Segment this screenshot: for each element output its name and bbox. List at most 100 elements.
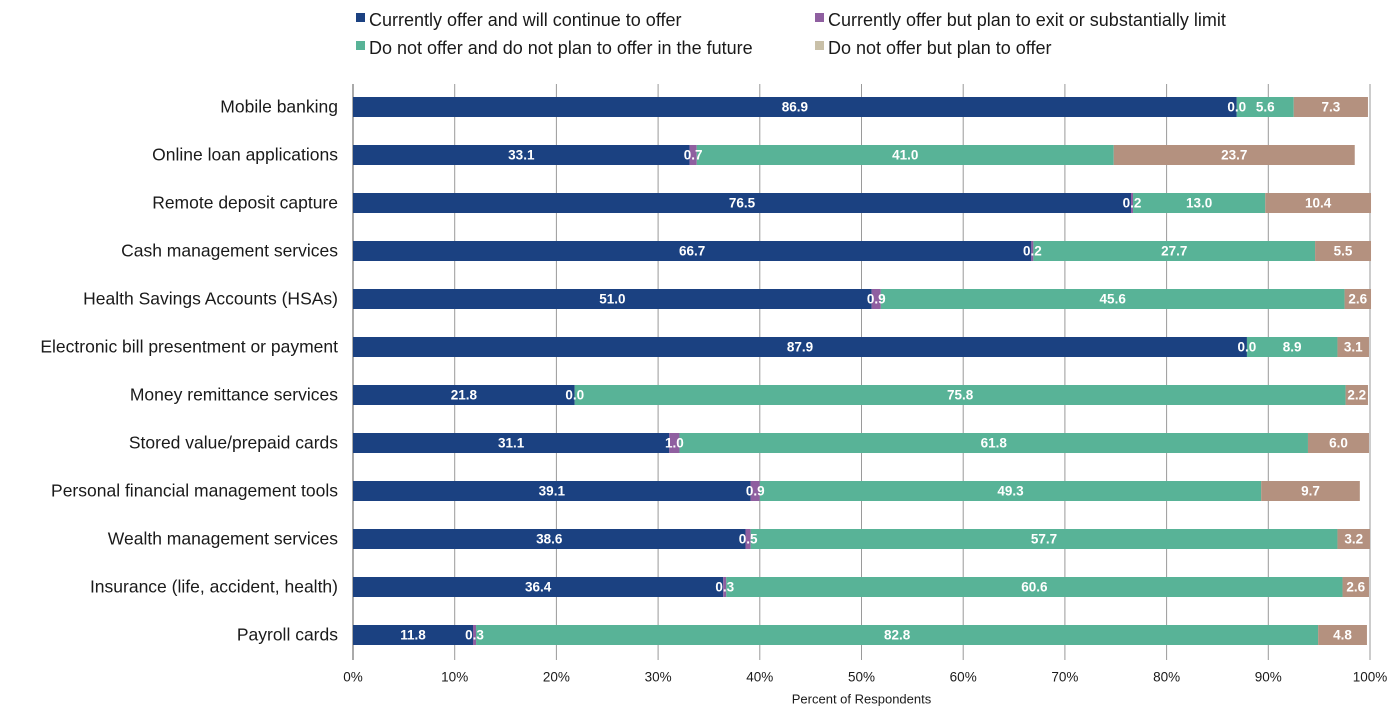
data-label: 0.0 — [1238, 340, 1257, 355]
bar-segment — [696, 145, 1114, 165]
bar-segment — [750, 481, 760, 501]
bar-segment — [880, 289, 1345, 309]
bar-segment — [1337, 337, 1369, 357]
data-label: 0.9 — [867, 292, 886, 307]
bar-segment — [1265, 193, 1372, 213]
data-label: 36.4 — [525, 580, 552, 595]
legend-swatch — [356, 13, 365, 22]
bar-segment — [1033, 241, 1316, 261]
x-tick-label: 20% — [543, 670, 570, 685]
x-tick-label: 0% — [343, 670, 363, 685]
data-label: 87.9 — [787, 340, 813, 355]
data-label: 82.8 — [884, 628, 911, 643]
data-label: 0.2 — [1123, 196, 1142, 211]
category-labels: Mobile banking Online loan applications Re… — [40, 97, 338, 645]
data-label: 66.7 — [679, 244, 705, 259]
x-tick-label: 80% — [1153, 670, 1180, 685]
data-label: 7.3 — [1321, 100, 1340, 115]
bar-segment — [1345, 385, 1368, 405]
category-label: Personal financial management tools — [51, 481, 338, 501]
data-label: 0.7 — [684, 148, 703, 163]
bar-row: 36.4 0.3 60.6 2.6 — [353, 577, 1369, 597]
data-label: 41.0 — [892, 148, 918, 163]
x-tick-label: 50% — [848, 670, 875, 685]
x-tick-label: 30% — [645, 670, 672, 685]
bar-row: 86.9 0.0 5.6 7.3 — [353, 97, 1368, 117]
data-label: 76.5 — [729, 196, 756, 211]
bar-row: 38.6 0.5 57.7 3.2 — [353, 529, 1370, 549]
bar-segment — [1113, 145, 1355, 165]
data-label: 49.3 — [997, 484, 1024, 499]
bar-segment — [353, 385, 575, 405]
data-label: 21.8 — [451, 388, 478, 403]
data-label: 0.2 — [1023, 244, 1042, 259]
bar-segment — [574, 385, 1346, 405]
x-tick-label: 40% — [746, 670, 773, 685]
bar-segment — [1293, 97, 1368, 117]
category-label: Payroll cards — [237, 625, 338, 645]
category-label: Electronic bill presentment or payment — [40, 337, 338, 357]
bar-segment — [745, 529, 751, 549]
bar-segment — [1131, 193, 1134, 213]
category-label: Insurance (life, accident, health) — [90, 577, 338, 597]
data-label: 0.3 — [465, 628, 484, 643]
bar-row: 87.9 0.0 8.9 3.1 — [353, 337, 1369, 357]
data-label: 11.8 — [400, 628, 426, 643]
bar-segment — [353, 97, 1237, 117]
x-axis-title: Percent of Respondents — [792, 691, 932, 706]
bar-segment — [353, 625, 474, 645]
data-label: 23.7 — [1221, 148, 1247, 163]
x-tick-label: 70% — [1051, 670, 1078, 685]
category-label: Cash management services — [121, 241, 338, 261]
x-axis-ticks: 0% 10% 20% 30% 40% 50% 60% 70% 80% 90% 100% — [343, 670, 1387, 685]
bar-segment — [669, 433, 680, 453]
bar-segment — [759, 481, 1262, 501]
category-label: Health Savings Accounts (HSAs) — [83, 289, 338, 309]
data-label: 3.2 — [1344, 532, 1363, 547]
bar-segment — [353, 145, 690, 165]
category-label: Online loan applications — [152, 145, 338, 165]
legend-label: Do not offer and do not plan to offer in… — [369, 38, 753, 58]
data-label: 27.7 — [1161, 244, 1187, 259]
bar-segment — [1133, 193, 1266, 213]
legend-swatch — [815, 41, 824, 50]
bar-row: 11.8 0.3 82.8 4.8 — [353, 625, 1367, 645]
bar-segment — [1261, 481, 1360, 501]
data-label: 0.5 — [739, 532, 758, 547]
bar-segment — [1337, 529, 1370, 549]
bar-segment — [1307, 433, 1369, 453]
bar-row: 39.1 0.9 49.3 9.7 — [353, 481, 1360, 501]
data-label: 0.0 — [565, 388, 584, 403]
bar-segment — [353, 241, 1032, 261]
category-label: Money remittance services — [130, 385, 338, 405]
data-label: 0.0 — [1227, 100, 1246, 115]
bar-segment — [1315, 241, 1372, 261]
bar-segment — [1246, 337, 1338, 357]
data-label: 57.7 — [1031, 532, 1057, 547]
bar-segment — [353, 337, 1247, 357]
data-label: 61.8 — [981, 436, 1008, 451]
bar-segment — [689, 145, 697, 165]
data-label: 2.6 — [1346, 580, 1365, 595]
data-label: 6.0 — [1329, 436, 1348, 451]
data-label: 38.6 — [536, 532, 563, 547]
legend-label: Do not offer but plan to offer — [828, 38, 1052, 58]
bar-segment — [750, 529, 1338, 549]
bar-segment — [679, 433, 1308, 453]
category-label: Stored value/prepaid cards — [129, 433, 338, 453]
data-label: 2.2 — [1347, 388, 1366, 403]
bar-segment — [353, 193, 1132, 213]
x-tick-label: 10% — [441, 670, 468, 685]
legend-swatch — [815, 13, 824, 22]
data-label: 86.9 — [782, 100, 808, 115]
chart-legend: Currently offer and will continue to off… — [356, 10, 1226, 58]
data-label: 51.0 — [599, 292, 625, 307]
bar-segment — [353, 529, 746, 549]
bar-segment — [476, 625, 1319, 645]
data-label: 60.6 — [1021, 580, 1048, 595]
bar-segment — [726, 577, 1343, 597]
data-label: 0.3 — [715, 580, 734, 595]
legend-label: Currently offer but plan to exit or subs… — [828, 10, 1226, 30]
data-label: 2.6 — [1348, 292, 1367, 307]
data-label: 39.1 — [539, 484, 566, 499]
